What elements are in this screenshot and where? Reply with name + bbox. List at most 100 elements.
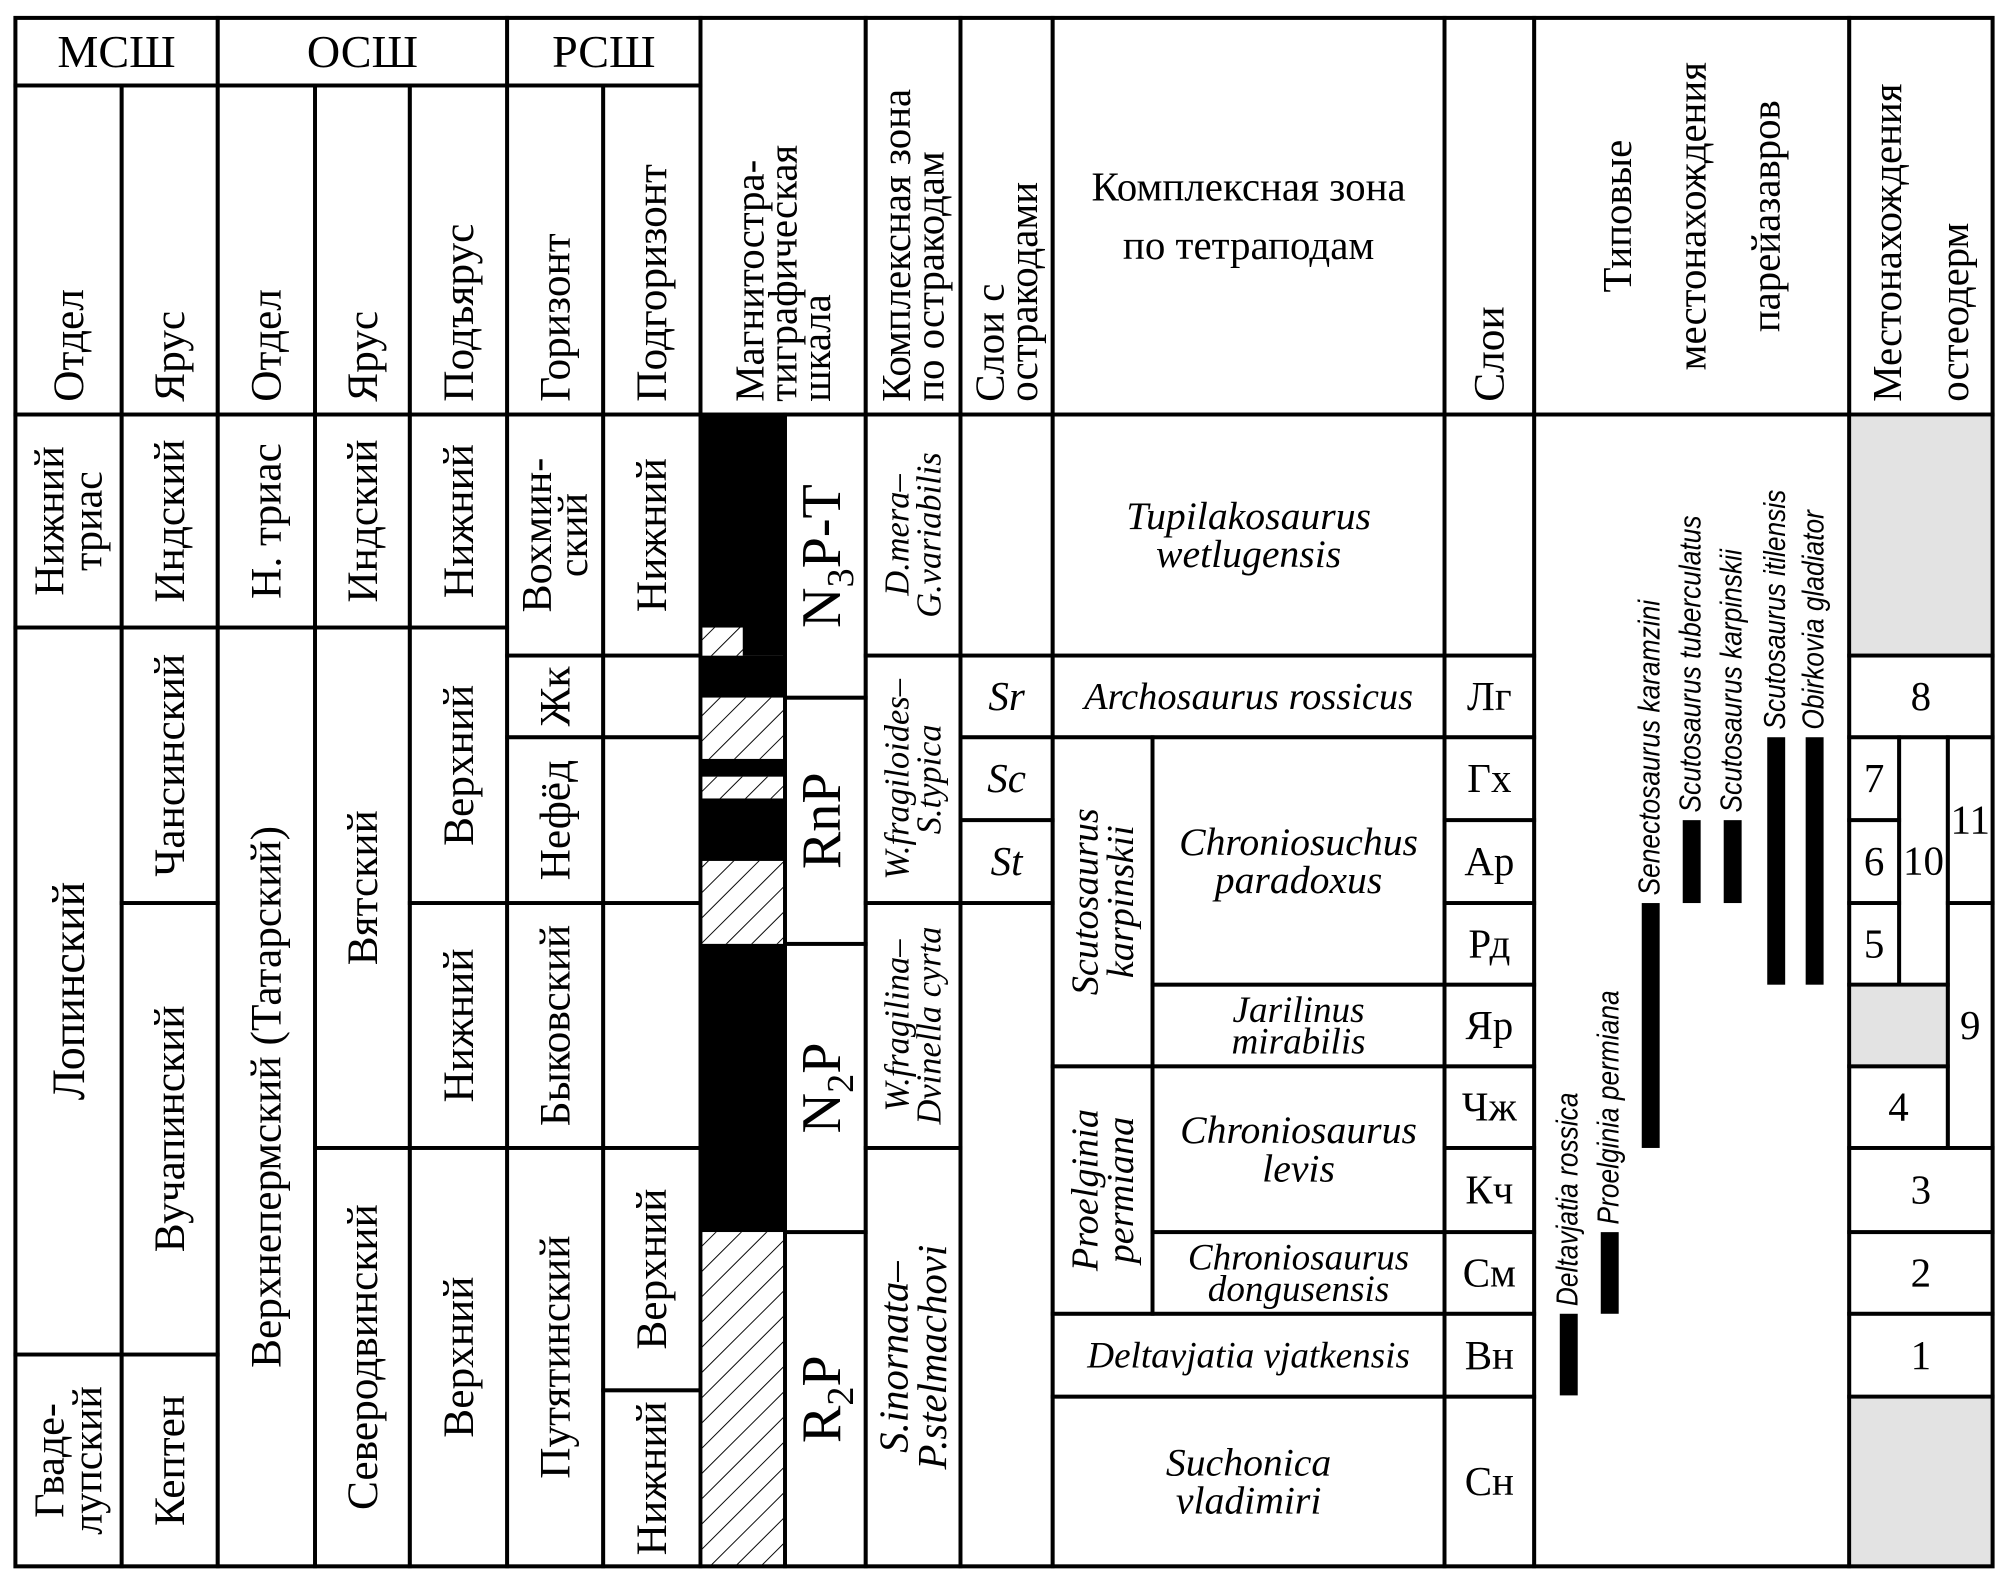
label-line: Н. триас [243, 443, 291, 599]
label-line: Вучапинский [146, 1005, 194, 1252]
label-line: по остракодам [907, 151, 952, 401]
cell-label: Подъярус [435, 224, 483, 402]
label-line: Chroniosaurus [1180, 1108, 1417, 1152]
label-line: 11 [1951, 798, 1990, 843]
label-line: Senectosaurus karamzini [1633, 599, 1667, 895]
cell-label: Вучапинский [146, 1005, 194, 1252]
label-line: Нижний [628, 1401, 676, 1555]
label-line: W.fragiloides– [878, 678, 916, 879]
cell-label: Подгоризонт [628, 164, 676, 402]
table-cells [13, 15, 1995, 1569]
label-line: Комплексная зона [1092, 164, 1406, 209]
label-line: Кч [1465, 1168, 1513, 1213]
cell-label: Горизонт [531, 233, 579, 402]
label-line: Отдел [243, 289, 291, 402]
label-line: Индский [146, 439, 194, 602]
label-line: Быковский [531, 925, 579, 1126]
cell-label: Ярус [146, 311, 194, 402]
label-line: Яр [1465, 1003, 1513, 1048]
pareiasaur-taxon-label: Senectosaurus karamzini [1633, 599, 1667, 895]
normal-polarity-interval [700, 414, 786, 656]
pareiasaur-taxon-label: Deltavjatia rossica [1551, 1093, 1585, 1307]
label-line: Dvinella cyrta [910, 927, 948, 1126]
label-line: P-T [791, 484, 853, 568]
cell-label: Индский [339, 439, 387, 602]
label-line: S.inornata– [871, 1261, 916, 1453]
label-line: тиграфическая [761, 145, 806, 402]
label-line: Proelginia [1064, 1109, 1106, 1272]
bed-label: Ар [1464, 839, 1514, 884]
reversed-polarity-interval [700, 697, 786, 759]
cell [1442, 412, 1537, 658]
label-line: St [991, 839, 1025, 884]
label-line: МСШ [57, 26, 175, 77]
label-line: 3 [1911, 1168, 1931, 1213]
cell [1050, 15, 1447, 417]
cell-label: Jarilinus mirabilis [1232, 990, 1366, 1063]
reversed-polarity-interval [700, 776, 786, 799]
label-subscript: 2 [820, 1074, 862, 1093]
label-line: Рд [1468, 921, 1510, 966]
label-line: Индский [339, 439, 387, 602]
label-line: Путятинский [531, 1235, 579, 1478]
label-line: Нефёд [531, 760, 579, 880]
label-line: Sc [987, 756, 1026, 801]
label-line: Ярус [146, 311, 194, 402]
label-line: ОСШ [307, 26, 418, 77]
label-line: Чж [1462, 1085, 1518, 1130]
cell-label: Слои состракодами [967, 182, 1045, 402]
cell-label: Нижний [435, 948, 483, 1102]
label-line: Подъярус [435, 224, 483, 402]
cell-label: D.mera–G.variabilis [878, 452, 948, 617]
label-line: 4 [1888, 1085, 1908, 1130]
label-line: Лопинский [43, 882, 94, 1100]
label-line: Chroniosuchus [1179, 820, 1418, 864]
cell-label: Chroniosaurus levis [1180, 1108, 1417, 1190]
cell-label: Верхний [628, 1189, 676, 1350]
pareiasaur-taxon-label: Proelginia permiana [1592, 990, 1626, 1224]
table-frame [13, 15, 1995, 1569]
label-line: Слои [1466, 306, 1514, 401]
normal-polarity-interval [700, 655, 786, 698]
rssh-header: РСШ [552, 26, 655, 77]
cell-label: Северодвинский [339, 1204, 387, 1510]
cell-label: S.inornata–P.stelmachovi [871, 1245, 955, 1471]
no-data-cell [1847, 982, 1950, 1069]
label-line: P.stelmachovi [910, 1245, 955, 1471]
label-line: karpinskii [1100, 825, 1142, 978]
cell-label: Ярус [339, 311, 387, 402]
label-line: paradoxus [1212, 858, 1383, 902]
cell [601, 901, 703, 1150]
label-line: ский [550, 493, 597, 577]
magnetozone-label: N3P-T [791, 484, 862, 628]
label-line: 6 [1864, 839, 1884, 884]
cell-label: Комплексная зонапо остракодам [874, 89, 952, 402]
label-line: Chroniosaurus [1188, 1237, 1409, 1278]
label-line: Гх [1467, 756, 1511, 801]
label-line: Sr [988, 674, 1026, 719]
label-line: D.mera– [878, 474, 916, 597]
normal-polarity-interval [700, 943, 786, 1233]
label-line: парейазавров [1743, 100, 1788, 332]
bed-label: Кч [1465, 1168, 1513, 1213]
label-line: 2 [1911, 1251, 1931, 1296]
label-line: 8 [1911, 674, 1931, 719]
cell-label: Нижнийтриас [26, 446, 112, 596]
locality-number: 8 [1911, 674, 1931, 719]
label-line: P [791, 1355, 853, 1386]
label-line: R [791, 1405, 853, 1443]
label-line: Scutosaurus tuberculatus [1674, 515, 1708, 812]
label-line: Нижний [435, 948, 483, 1102]
label-line: Scutosaurus karpinskii [1715, 549, 1749, 813]
table-labels: МСШ ОСШ РСШ Отдел Ярус Отдел Ярус Подъярус Гориз… [26, 26, 1990, 1555]
bed-label: Лг [1467, 674, 1512, 719]
label-line: Кептен [146, 1395, 194, 1526]
bed-label: Гх [1467, 756, 1511, 801]
cell-label: Tupilakosaurus wetlugensis [1126, 494, 1371, 576]
cell-label: W.fragiloides–S.typica [878, 678, 948, 879]
label-line: W.fragilina– [878, 939, 916, 1112]
label-line: Вн [1465, 1333, 1514, 1378]
cell-label: Кептен [146, 1395, 194, 1526]
cell-label: Лопинский [43, 882, 94, 1100]
pareiasaur-taxon-label: Scutosaurus tuberculatus [1674, 515, 1708, 812]
